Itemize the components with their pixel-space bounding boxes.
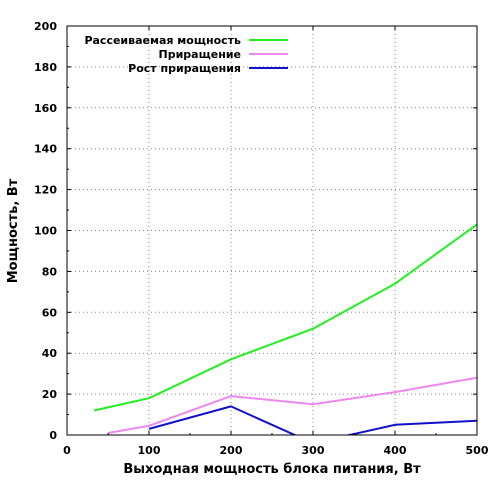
y-tick-label: 160 <box>34 102 57 115</box>
y-tick-label: 40 <box>42 347 58 360</box>
y-axis-ticks: 0 20 40 60 80 100 120 140 160 180 200 <box>34 20 477 442</box>
series-group <box>93 223 477 435</box>
x-tick-label: 500 <box>466 444 489 457</box>
series-line-1 <box>107 376 477 434</box>
legend-label: Рассеиваемая мощность <box>84 34 241 47</box>
x-tick-label: 300 <box>302 444 325 457</box>
y-axis-title: Мощность, Вт <box>6 178 21 283</box>
y-tick-label: 100 <box>34 225 57 238</box>
x-tick-label: 400 <box>384 444 407 457</box>
x-tick-label: 0 <box>63 444 71 457</box>
series-line-2 <box>148 405 477 435</box>
legend-label: Приращение <box>159 48 241 61</box>
y-tick-label: 140 <box>34 143 57 156</box>
x-tick-label: 100 <box>138 444 161 457</box>
x-axis-title: Выходная мощность блока питания, Вт <box>123 462 421 477</box>
y-tick-label: 200 <box>34 20 57 33</box>
grid <box>67 26 477 435</box>
x-axis-ticks: 0 100 200 300 400 500 <box>63 26 489 457</box>
y-tick-label: 80 <box>42 265 58 278</box>
y-tick-label: 120 <box>34 184 57 197</box>
x-tick-label: 200 <box>220 444 243 457</box>
y-tick-label: 60 <box>42 306 58 319</box>
legend-label: Рост приращения <box>128 62 241 75</box>
y-tick-label: 0 <box>49 429 57 442</box>
series-line-0 <box>93 223 477 412</box>
y-tick-label: 180 <box>34 61 57 74</box>
y-tick-label: 20 <box>42 388 58 401</box>
